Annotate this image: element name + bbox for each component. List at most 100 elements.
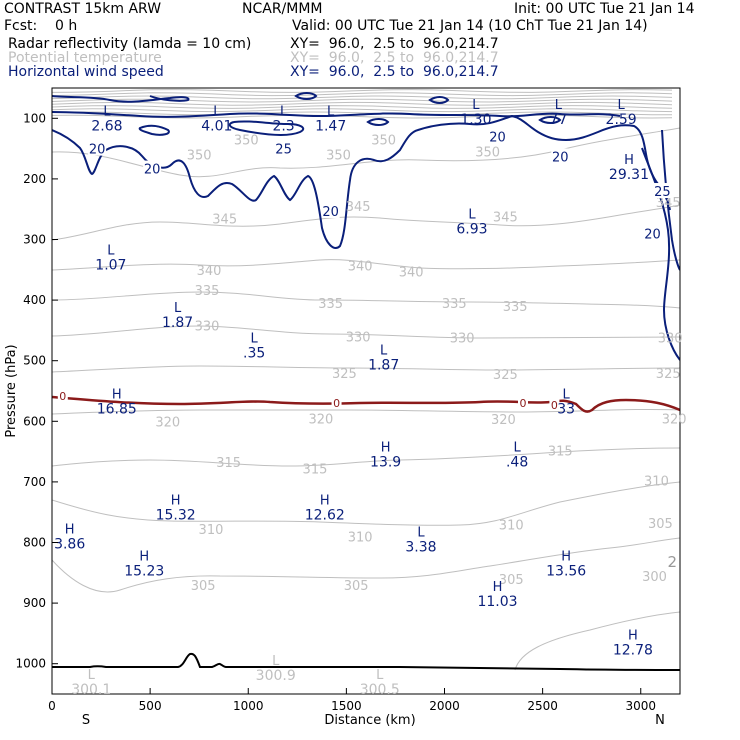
field-reflectivity-xy: XY= 96.0, 2.5 to 96.0,214.7 <box>290 36 499 52</box>
extremum-value: 4.01 <box>201 118 232 134</box>
extremum-value: 15.32 <box>156 507 196 523</box>
extremum-value: 2.59 <box>606 112 637 128</box>
y-tick-label: 100 <box>23 111 46 125</box>
x-tick-label: 3000 <box>625 699 656 713</box>
theta-contour-label: 330 <box>658 332 683 347</box>
theta-contour-label: 350 <box>475 146 500 161</box>
theta-contour-label: 305 <box>344 579 369 594</box>
wind-label-knockout <box>88 140 107 156</box>
x-tick-label: 0 <box>48 699 56 713</box>
x-tick-label: 2000 <box>429 699 460 713</box>
org-label: NCAR/MMM <box>242 1 323 17</box>
wind-label-knockout <box>321 203 340 219</box>
extremum-value: 6.93 <box>456 221 487 237</box>
min-marker: L <box>88 668 96 683</box>
y-tick-label: 700 <box>23 475 46 489</box>
theta-contour-label: 320 <box>491 413 516 428</box>
theta-contour-label: 310 <box>348 530 373 545</box>
min-marker: L <box>468 207 476 222</box>
theta-contour-315 <box>52 447 680 467</box>
theta-strat-line <box>52 105 673 109</box>
y-axis-ticks: 100 200 300 400 500 600 700 800 900 1000 <box>15 111 58 671</box>
freezing-label-knockout <box>57 389 68 402</box>
wind-jet-cells <box>294 92 562 126</box>
extremum-value: 300.9 <box>256 668 296 684</box>
theta-contour-label: 345 <box>346 200 371 215</box>
min-marker: L <box>555 98 563 113</box>
min-marker: L <box>417 525 425 540</box>
y-tick-label: 600 <box>23 414 46 428</box>
wind-contour-label: 25 <box>275 143 292 158</box>
extrema-labels: L2.68L4.01L2.3L1.47L1.30L77L2.59H29.31L6… <box>54 98 653 698</box>
theta-contour-label: 320 <box>662 412 687 427</box>
extremum-value: 12.62 <box>305 507 345 523</box>
theta-strat-line <box>52 108 673 113</box>
freezing-contour-label: 0 <box>520 397 527 410</box>
freezing-labels: 0 0 0 0 <box>57 389 560 412</box>
theta-contour-345 <box>52 204 680 241</box>
x-axis-label: Distance (km) <box>324 713 415 728</box>
theta-contour-label: 320 <box>155 415 180 430</box>
theta-contour-label: 350 <box>326 149 351 164</box>
freezing-label-knockout <box>331 397 342 410</box>
max-marker: H <box>628 628 638 643</box>
wind-contour-20-west <box>52 114 671 249</box>
theta-strat-line <box>52 98 673 103</box>
extremum-value: 2.68 <box>91 118 122 134</box>
theta-contour-label: 330 <box>450 332 475 347</box>
min-marker: L <box>213 104 221 119</box>
extremum-value: 13.56 <box>546 564 586 580</box>
init-time: Init: 00 UTC Tue 21 Jan 14 <box>514 1 695 17</box>
theta-contours <box>52 127 680 671</box>
x-tick-label: 1500 <box>331 699 362 713</box>
theta-contour-label: 350 <box>371 134 396 149</box>
wind-contours <box>52 92 680 361</box>
wind-label-knockout <box>653 183 672 199</box>
min-marker: L <box>327 104 335 119</box>
theta-contour-label: 335 <box>503 300 528 315</box>
theta-contour-label: 350 <box>234 134 259 149</box>
wind-contour-25-inner <box>138 124 170 136</box>
extremum-value: 16.85 <box>97 401 137 417</box>
theta-contour-label: 315 <box>216 456 241 471</box>
freezing-label-knockout <box>518 397 528 410</box>
extremum-value: 1.07 <box>95 258 126 274</box>
theta-contour-335 <box>52 291 680 309</box>
theta-strat-line <box>52 92 673 97</box>
theta-contour-320 <box>52 408 680 415</box>
freezing-level-line <box>52 395 680 413</box>
x-tick-label: 500 <box>139 699 162 713</box>
freezing-contour-label: 0 <box>333 397 340 410</box>
max-marker: H <box>112 387 122 402</box>
theta-contour-label: 345 <box>656 196 681 211</box>
theta-contour-label: 310 <box>644 475 669 490</box>
wind-contour-20-east <box>661 129 680 271</box>
theta-contour-label: 340 <box>348 260 373 275</box>
max-marker: H <box>320 493 330 508</box>
theta-contour-label: 305 <box>648 517 673 532</box>
south-label: S <box>82 713 90 728</box>
x-tick-label: 2500 <box>527 699 558 713</box>
theta-contour-label: 330 <box>195 320 220 335</box>
theta-strat-line <box>52 111 673 116</box>
field-theta-xy: XY= 96.0, 2.5 to 96.0,214.7 <box>290 50 499 66</box>
theta-contour-label: 325 <box>332 367 357 382</box>
theta-strat-line <box>52 114 673 119</box>
extremum-value: 1.30 <box>460 112 491 128</box>
theta-contour-label: 345 <box>493 210 518 225</box>
theta-contour-label: 325 <box>656 367 681 382</box>
theta-contour-label: 310 <box>499 518 524 533</box>
x-axis-ticks: 0 500 1000 1500 2000 2500 3000 <box>48 688 656 713</box>
extremum-value: 3.38 <box>405 539 436 555</box>
theta-strat-line <box>52 89 673 93</box>
wind-label-knockout <box>488 128 507 144</box>
extremum-value: 3.86 <box>54 536 85 552</box>
forecast-hour: Fcst: 0 h <box>4 18 78 34</box>
min-marker: L <box>472 98 480 113</box>
theta-contour-label: 315 <box>548 444 573 459</box>
freezing-contour-label: 0 <box>551 399 558 412</box>
wind-jet-top-west <box>52 95 621 118</box>
wind-label-knockout <box>143 160 162 176</box>
wind-labels: 20 20 25 20 20 20 25 20 <box>88 128 672 242</box>
